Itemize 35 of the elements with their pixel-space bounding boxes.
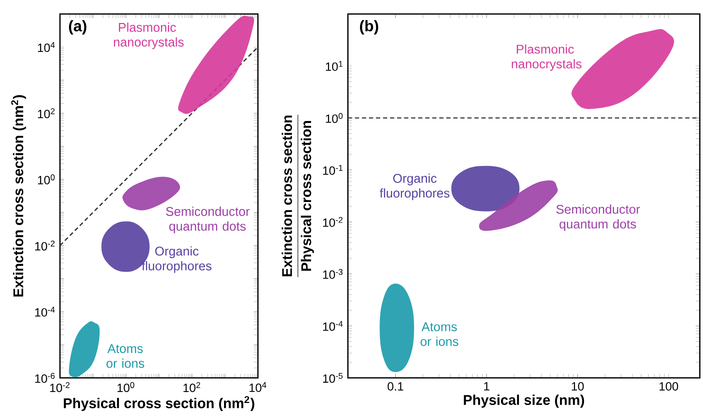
x-axis-title: Physical size (nm) [464,394,584,408]
series-label: Atoms or ions [106,344,144,368]
annotation: (b) [360,20,378,35]
series-label: Organic fluorophores [142,246,212,273]
series-label: Organic fluorophores [380,174,450,200]
y-tick-label: 10$^{0}$ [38,174,55,184]
y-tick-label: 10$^{-2}$ [35,240,55,251]
series-label: Semiconductor quantum dots [166,206,250,234]
y-tick-label: 10$^{0}$ [326,113,343,123]
y-tick-label: 10$^{4}$ [38,42,55,52]
y-tick-label: 10$^{-3}$ [323,269,343,279]
y-axis-title: Extinction cross section (nm$^{2}$) [11,95,26,297]
y-tick-label: 10$^{-4}$ [35,306,55,317]
x-tick-label: 100 [660,382,678,391]
series-label: Semiconductor quantum dots [556,204,640,232]
y-tick-label: 10$^{-6}$ [35,372,55,383]
y-tick-label: 10$^{-4}$ [323,321,343,331]
x-tick-label: 10 [572,382,584,391]
x-tick-label: 10$^{-2}$ [50,382,70,392]
x-axis-title: Physical cross section (nm$^{2}$) [64,396,254,412]
y-tick-label: 10$^{2}$ [38,108,55,118]
y-tick-label: 10$^{-5}$ [323,373,343,383]
series-label: Plasmonic nanocrystals [114,22,184,50]
y-tick-label: 10$^{-1}$ [323,165,343,175]
x-tick-label: 1 [484,382,490,390]
annotation: (a) [68,20,86,35]
series-label: Plasmonic nanocrystals [512,44,582,71]
series-label: Atoms or ions [420,322,458,346]
x-tick-label: 10$^{4}$ [250,382,266,392]
y-tick-label: 10$^{-2}$ [323,217,343,227]
y-tick-label: 10$^{1}$ [326,61,343,71]
x-tick-label: 10$^{0}$ [118,382,134,392]
x-tick-label: 0.1 [388,382,404,391]
x-tick-label: 10$^{2}$ [184,382,200,392]
y-axis-title: $\frac{\textbf{Extinction cross section}}{\textbf{Physical cross section}}$ [282,114,314,278]
